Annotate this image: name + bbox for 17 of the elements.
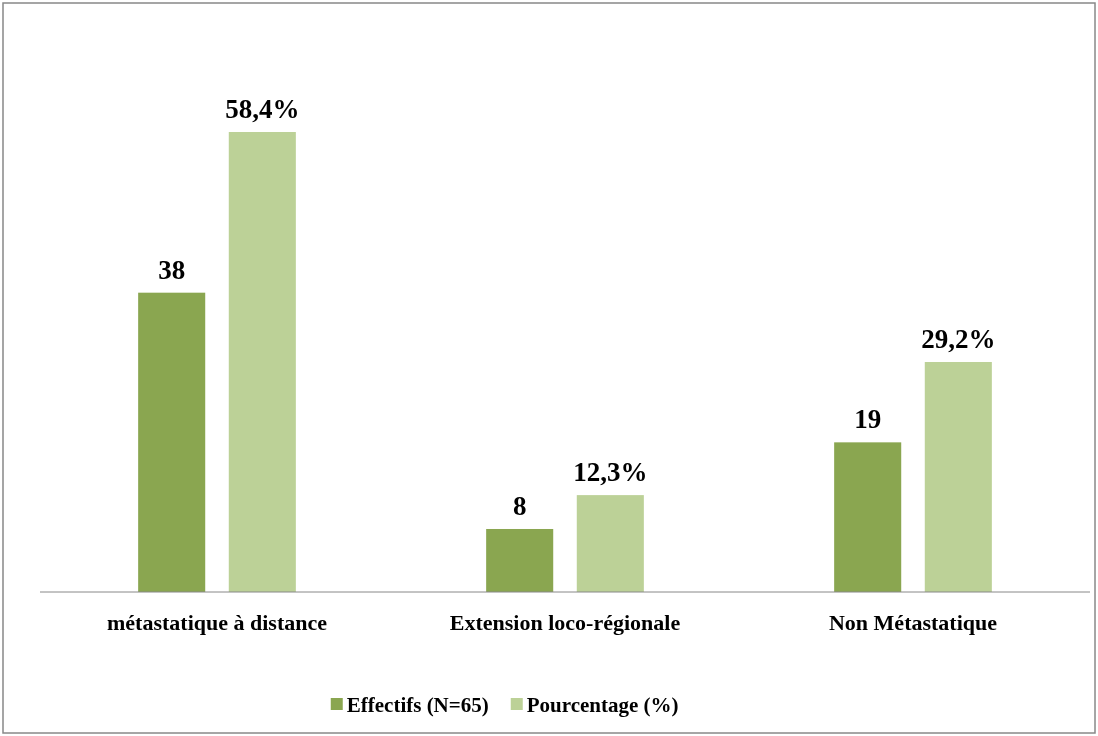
data-label: 29,2% bbox=[921, 324, 996, 354]
bar bbox=[228, 132, 296, 592]
bar bbox=[576, 495, 644, 592]
data-label: 58,4% bbox=[225, 94, 300, 124]
bar bbox=[138, 292, 206, 592]
data-label: 12,3% bbox=[573, 457, 648, 488]
data-label: 19 bbox=[854, 404, 882, 435]
data-label: 8 bbox=[512, 490, 527, 521]
legend-label: Pourcentage (%) bbox=[526, 693, 679, 717]
bar bbox=[834, 442, 902, 592]
x-tick-label: Non Métastatique bbox=[828, 610, 998, 636]
data-label: 38 bbox=[158, 254, 186, 285]
x-tick-label: métastatique à distance bbox=[107, 610, 328, 636]
x-tick-label: Extension loco-régionale bbox=[449, 610, 681, 636]
legend-label: Effectifs (N=65) bbox=[346, 693, 489, 717]
bar bbox=[486, 528, 554, 592]
bar bbox=[924, 362, 992, 592]
